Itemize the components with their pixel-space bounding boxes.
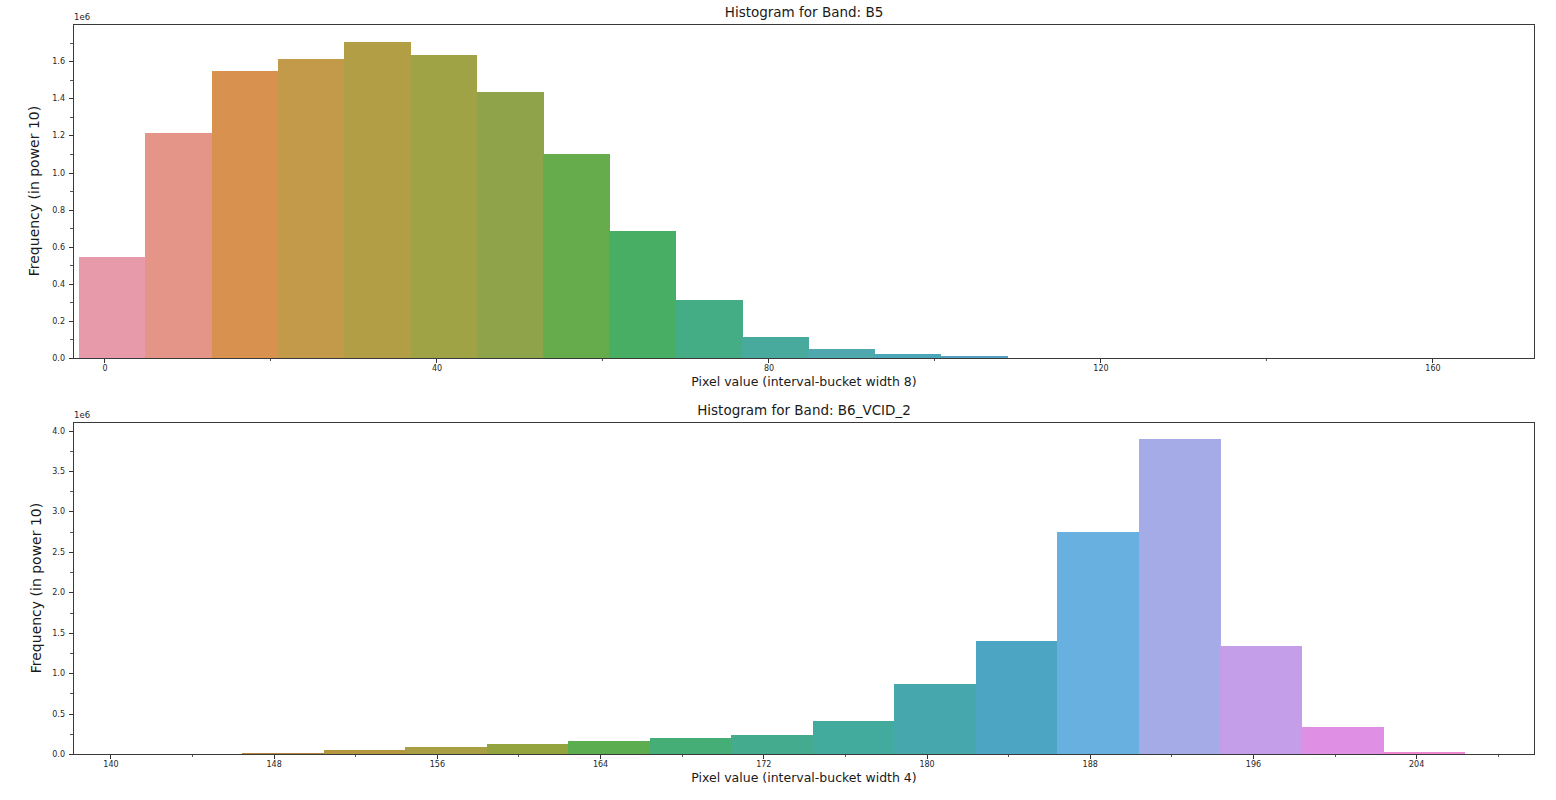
histogram-bar (568, 741, 650, 753)
histogram-bar (487, 744, 569, 754)
x-minor-tick (845, 755, 846, 757)
y-tick-label: 2.0 (27, 587, 65, 598)
x-minor-tick (355, 755, 356, 757)
x-minor-tick (1171, 755, 1172, 757)
y-tick (69, 633, 73, 634)
y-minor-tick (70, 491, 73, 492)
y-tick-label: 1.5 (27, 628, 65, 639)
x-minor-tick (192, 755, 193, 757)
y-tick (69, 552, 73, 553)
chart-title: Histogram for Band: B6_VCID_2 (73, 402, 1535, 418)
x-tick-label: 188 (1070, 759, 1110, 770)
y-tick (69, 673, 73, 674)
y-tick-label: 0.5 (27, 709, 65, 720)
y-tick-label: 2.5 (27, 547, 65, 558)
histogram-bar (976, 641, 1058, 753)
y-tick (69, 471, 73, 472)
x-tick-label: 204 (1397, 759, 1437, 770)
x-tick-label: 140 (91, 759, 131, 770)
x-tick-label: 156 (417, 759, 457, 770)
x-tick-label: 172 (744, 759, 784, 770)
histogram-bar (1302, 727, 1384, 754)
y-minor-tick (70, 572, 73, 573)
x-minor-tick (1008, 755, 1009, 757)
x-tick-label: 196 (1233, 759, 1273, 770)
histogram-bar (650, 738, 732, 753)
y-tick-label: 3.5 (27, 466, 65, 477)
plot-area (73, 422, 1535, 755)
x-tick-label: 148 (254, 759, 294, 770)
histogram-bar (1139, 439, 1221, 753)
histogram-bar (731, 735, 813, 753)
matplotlib-figure: Histogram for Band: B5 1e6 Frequency (in… (0, 0, 1556, 800)
x-minor-tick (1498, 755, 1499, 757)
y-minor-tick (70, 693, 73, 694)
y-tick (69, 592, 73, 593)
histogram-bar (1057, 532, 1139, 754)
y-minor-tick (70, 532, 73, 533)
histogram-b6-vcid-2-chart: Histogram for Band: B6_VCID_2 1e6 Freque… (0, 0, 1556, 800)
histogram-bar (405, 747, 487, 754)
x-minor-tick (1335, 755, 1336, 757)
y-minor-tick (70, 653, 73, 654)
y-minor-tick (70, 451, 73, 452)
y-minor-tick (70, 734, 73, 735)
histogram-bar (242, 753, 324, 754)
y-tick-label: 0.0 (27, 749, 65, 760)
x-minor-tick (682, 755, 683, 757)
y-tick-label: 4.0 (27, 426, 65, 437)
y-tick-label: 1.0 (27, 668, 65, 679)
histogram-bar (894, 684, 976, 754)
histogram-bar (1383, 752, 1465, 754)
x-tick-label: 164 (581, 759, 621, 770)
histogram-bar (1220, 646, 1302, 754)
histogram-bar (324, 750, 406, 754)
y-tick (69, 754, 73, 755)
y-minor-tick (70, 613, 73, 614)
y-tick (69, 431, 73, 432)
histogram-bar (813, 721, 895, 754)
y-tick (69, 714, 73, 715)
x-tick-label: 180 (907, 759, 947, 770)
y-tick-label: 3.0 (27, 506, 65, 517)
y-axis-offset-text: 1e6 (74, 410, 90, 420)
x-axis-label: Pixel value (interval-bucket width 4) (73, 770, 1535, 785)
y-tick (69, 511, 73, 512)
x-minor-tick (518, 755, 519, 757)
